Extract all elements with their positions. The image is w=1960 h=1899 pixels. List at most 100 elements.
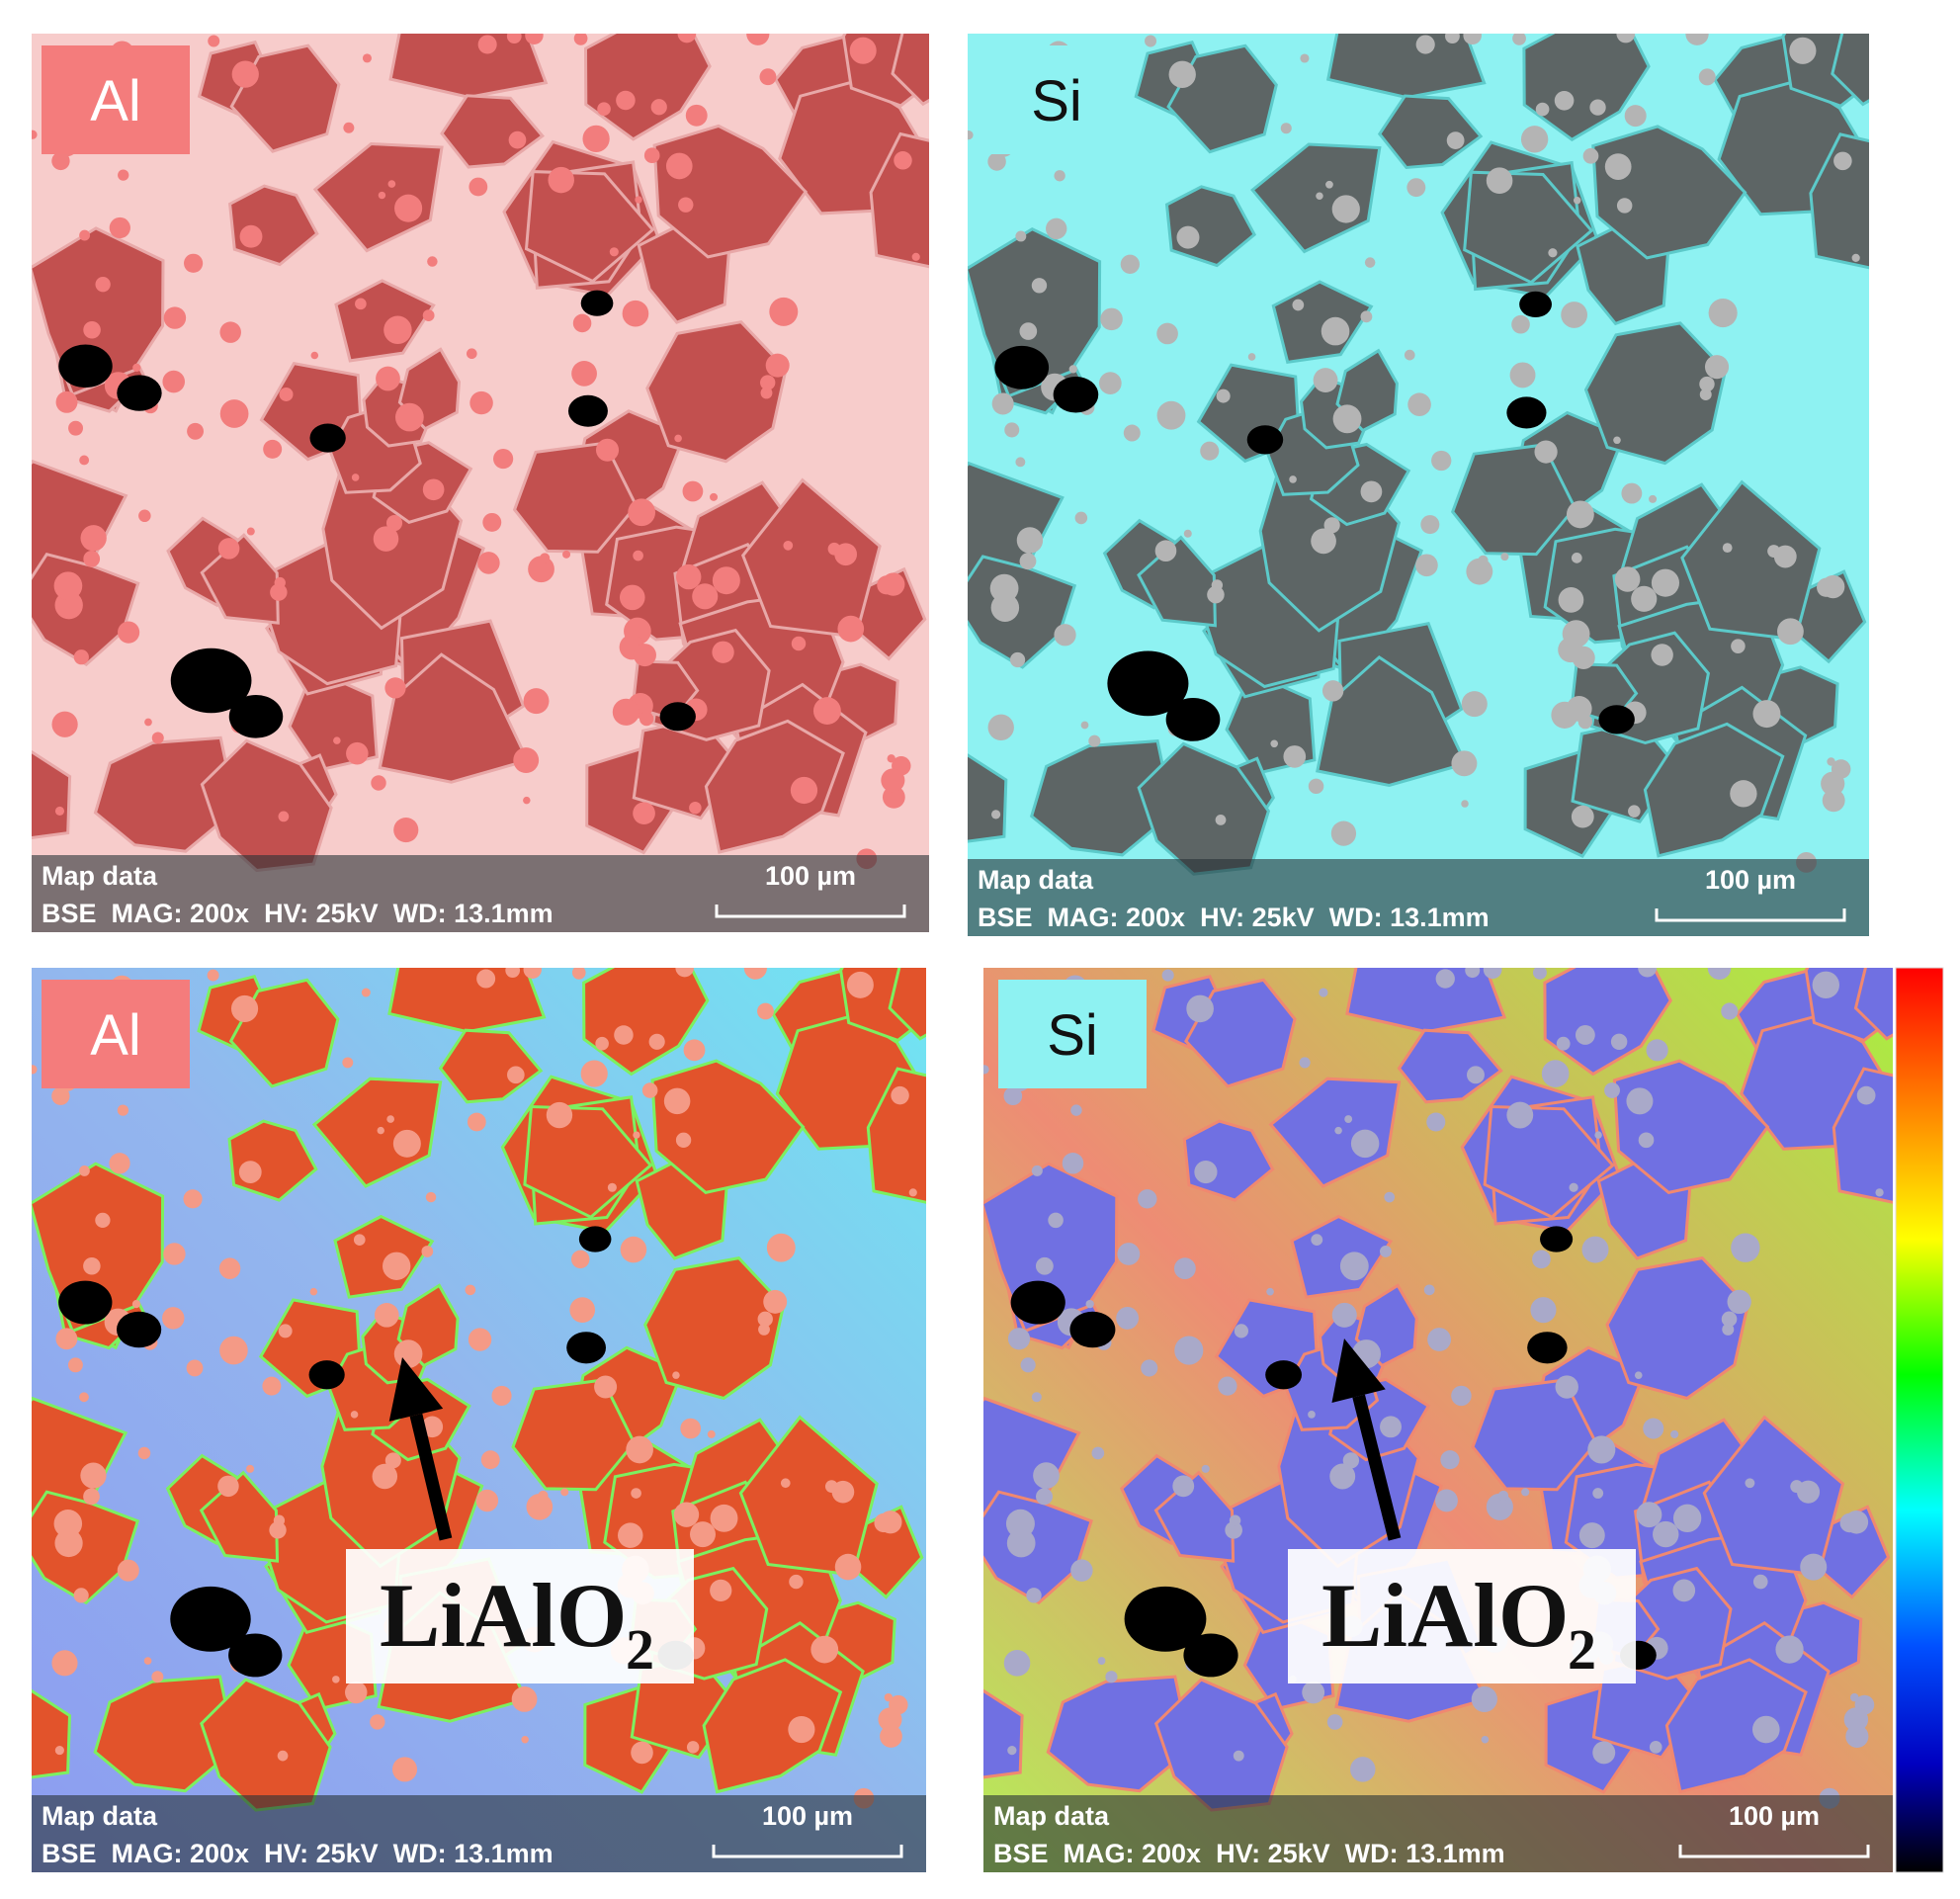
inclusion <box>1634 1371 1643 1379</box>
inclusion <box>1085 1299 1094 1309</box>
inclusion <box>279 387 294 401</box>
inclusion <box>1556 1036 1571 1051</box>
inclusion <box>1512 34 1526 45</box>
map-info: BSE MAG: 200x HV: 25kV WD: 13.1mm <box>993 1839 1505 1868</box>
inclusion <box>1800 1553 1828 1581</box>
grain <box>311 1077 443 1188</box>
inclusion <box>1311 1234 1323 1247</box>
inclusion <box>595 438 620 462</box>
inclusion <box>894 151 912 170</box>
inclusion <box>991 392 1014 415</box>
inclusion <box>1745 1478 1755 1489</box>
grain <box>1153 1678 1289 1812</box>
inclusion <box>619 584 645 611</box>
inclusion <box>505 968 521 978</box>
inclusion <box>1651 568 1680 597</box>
inclusion <box>54 1746 64 1756</box>
inclusion <box>678 197 694 213</box>
inclusion <box>1172 1475 1195 1498</box>
inclusion <box>1117 1243 1141 1265</box>
pore <box>994 345 1050 389</box>
inclusion <box>376 366 400 391</box>
inclusion <box>990 810 1001 820</box>
inclusion <box>1138 1189 1157 1209</box>
inclusion <box>278 1324 293 1338</box>
inclusion <box>1626 1087 1654 1115</box>
grain <box>1831 34 1869 107</box>
inclusion <box>1120 254 1140 274</box>
inclusion <box>1530 1297 1557 1324</box>
inclusion <box>1461 800 1469 808</box>
inclusion <box>607 1182 617 1192</box>
inclusion <box>373 526 399 552</box>
inclusion <box>831 1480 855 1504</box>
inclusion <box>477 552 500 574</box>
inclusion <box>594 1375 618 1399</box>
grain <box>1680 479 1822 642</box>
inclusion <box>1445 34 1460 44</box>
inclusion <box>1420 515 1440 535</box>
inclusion <box>1116 1306 1140 1330</box>
inclusion <box>1036 1488 1053 1506</box>
scale-label: 100 µm <box>765 861 856 891</box>
inclusion <box>117 1559 139 1582</box>
inclusion <box>1466 558 1493 585</box>
inclusion <box>1486 167 1513 195</box>
inclusion <box>710 1504 738 1532</box>
inclusion <box>882 785 905 809</box>
inclusion <box>333 736 341 744</box>
inclusion <box>570 1250 590 1269</box>
inclusion <box>1573 197 1581 205</box>
inclusion <box>1532 1250 1551 1269</box>
inclusion <box>672 1371 680 1379</box>
inclusion <box>137 1446 151 1460</box>
inclusion <box>633 550 643 561</box>
arrow-shaft <box>409 1413 453 1541</box>
inclusion <box>763 1289 788 1314</box>
inclusion <box>144 718 152 727</box>
inclusion <box>1088 734 1101 747</box>
inclusion <box>712 641 734 663</box>
scale-label: 100 µm <box>1705 865 1796 895</box>
inclusion <box>79 1165 90 1176</box>
inclusion <box>109 1153 130 1174</box>
map-panel: Map data BSE MAG: 200x HV: 25kV WD: 13.1m… <box>968 34 1869 936</box>
map-title: Map data <box>42 1801 158 1831</box>
inclusion <box>614 1025 634 1045</box>
inclusion <box>1229 1514 1241 1526</box>
inclusion <box>849 37 877 64</box>
inclusion <box>1481 1735 1490 1744</box>
element-label: Si <box>1031 69 1082 133</box>
grain <box>866 1067 926 1204</box>
inclusion <box>230 994 259 1022</box>
annotation-text: LiAlO <box>1321 1565 1569 1666</box>
inclusion <box>523 796 531 805</box>
inclusion <box>1566 500 1594 529</box>
grain <box>32 749 72 840</box>
grain <box>200 738 333 873</box>
inclusion <box>1467 1066 1485 1084</box>
inclusion <box>138 509 151 523</box>
inclusion <box>187 422 205 440</box>
grain <box>1543 968 1672 1077</box>
inclusion <box>377 1126 384 1135</box>
grain <box>1612 1059 1770 1195</box>
inclusion <box>526 1494 554 1520</box>
inclusion <box>1350 1129 1380 1159</box>
inclusion <box>1621 482 1643 504</box>
inclusion <box>350 1411 359 1419</box>
map-image: Map data BSE MAG: 200x HV: 25kV WD: 13.1m… <box>983 968 1893 1872</box>
inclusion <box>1300 53 1310 63</box>
inclusion <box>1364 257 1376 268</box>
pore <box>580 290 614 316</box>
inclusion <box>571 360 597 387</box>
pore <box>228 695 284 738</box>
inclusion <box>466 348 477 360</box>
grain <box>650 1059 806 1195</box>
inclusion <box>1207 585 1225 604</box>
pore <box>1124 1586 1207 1652</box>
inclusion <box>1225 1521 1242 1539</box>
inclusion <box>1015 230 1027 242</box>
grain <box>645 320 788 464</box>
inclusion <box>1613 436 1621 445</box>
